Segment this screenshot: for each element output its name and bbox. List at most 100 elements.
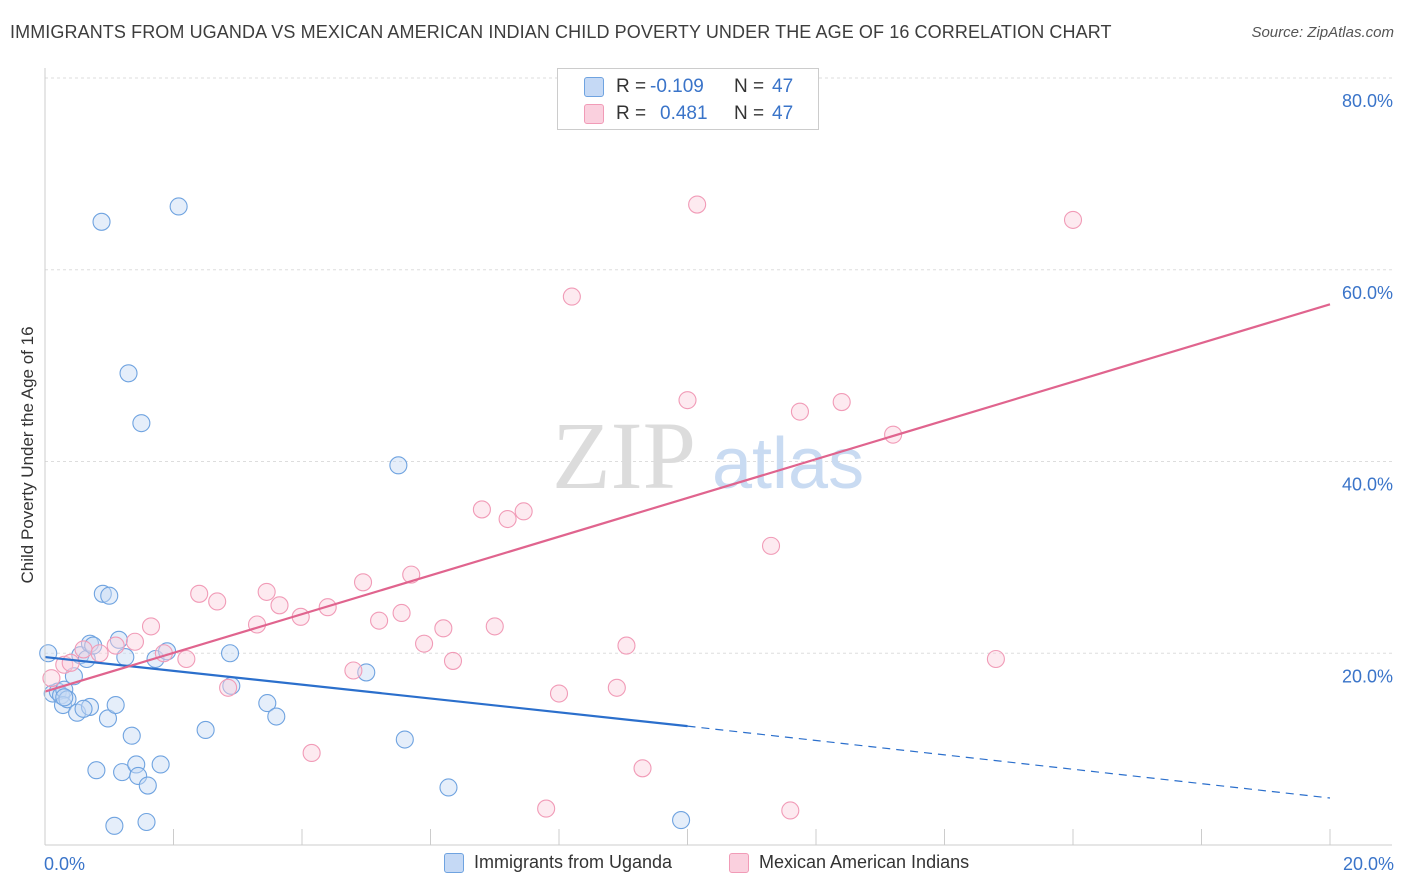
- point-mexican: [633, 759, 652, 778]
- y-tick-label: 60.0%: [1342, 283, 1393, 303]
- y-axis-label: Child Poverty Under the Age of 16: [18, 326, 37, 584]
- point-mexican: [302, 743, 321, 763]
- point-uganda: [39, 644, 58, 663]
- point-mexican: [434, 619, 453, 638]
- point-mexican: [607, 678, 626, 697]
- point-mexican: [537, 799, 556, 818]
- legend-swatch-uganda: [444, 852, 464, 873]
- point-uganda: [258, 694, 277, 713]
- legend-label-mexican: Mexican American Indians: [759, 852, 970, 872]
- point-mexican: [832, 393, 851, 412]
- legend-swatch-uganda: [584, 77, 604, 97]
- legend-swatch-mexican: [729, 852, 749, 873]
- point-uganda: [138, 776, 157, 795]
- series-legend: Immigrants from Uganda Mexican American …: [0, 852, 1406, 878]
- watermark-atlas: atlas: [712, 424, 864, 504]
- point-uganda: [220, 644, 240, 663]
- point-mexican: [257, 582, 276, 601]
- point-mexican: [986, 649, 1005, 669]
- point-uganda: [129, 766, 148, 786]
- point-uganda: [137, 812, 156, 832]
- point-uganda: [87, 761, 106, 780]
- point-uganda: [439, 778, 458, 797]
- point-uganda: [98, 709, 118, 728]
- x-tick-label: 0.0%: [44, 854, 85, 874]
- point-uganda: [132, 414, 151, 433]
- watermark-zip: ZIP: [552, 402, 696, 509]
- point-uganda: [127, 755, 146, 774]
- watermark: ZIP atlas: [552, 402, 864, 509]
- legend-swatch-mexican: [584, 104, 604, 124]
- point-mexican: [353, 573, 373, 592]
- point-uganda: [93, 584, 112, 603]
- point-mexican: [270, 596, 289, 615]
- legend-label-uganda: Immigrants from Uganda: [474, 852, 673, 872]
- legend-r-value-mexican: 0.481: [660, 103, 708, 124]
- point-mexican: [688, 195, 707, 214]
- point-uganda: [196, 720, 215, 740]
- point-mexican: [125, 632, 144, 651]
- point-mexican: [498, 509, 517, 529]
- point-mexican: [761, 536, 781, 555]
- legend-r-value-uganda: -0.109: [650, 76, 704, 97]
- point-mexican: [344, 661, 363, 680]
- point-mexican: [370, 611, 389, 630]
- point-uganda: [105, 816, 124, 835]
- point-mexican: [549, 684, 569, 703]
- point-uganda: [169, 197, 188, 216]
- point-uganda: [267, 707, 286, 726]
- point-mexican: [884, 425, 903, 444]
- point-mexican: [106, 636, 125, 655]
- point-mexican: [208, 592, 227, 611]
- point-mexican: [443, 651, 463, 670]
- point-mexican: [141, 617, 161, 636]
- point-uganda: [109, 630, 128, 649]
- point-uganda: [74, 699, 93, 718]
- y-tick-label: 20.0%: [1342, 666, 1393, 686]
- point-mexican: [617, 636, 636, 655]
- point-mexican: [472, 500, 491, 519]
- y-tick-label: 80.0%: [1342, 91, 1393, 111]
- legend-r-label: R =: [616, 103, 647, 124]
- point-mexican: [392, 603, 411, 623]
- point-uganda: [119, 364, 138, 383]
- legend-n-label: N =: [734, 103, 765, 124]
- point-uganda: [395, 730, 414, 749]
- point-uganda: [122, 726, 141, 745]
- point-uganda: [80, 697, 100, 716]
- x-tick-label: 20.0%: [1343, 854, 1394, 874]
- trend-line-mexican: [44, 303, 1331, 693]
- point-mexican: [74, 640, 93, 659]
- point-mexican: [514, 502, 533, 521]
- chart-title: IMMIGRANTS FROM UGANDA VS MEXICAN AMERIC…: [10, 22, 1112, 42]
- trend-line-uganda-extension: [687, 725, 1331, 799]
- point-uganda: [55, 688, 74, 707]
- point-mexican: [190, 584, 209, 603]
- point-uganda: [672, 811, 691, 830]
- legend-r-label: R =: [616, 76, 647, 97]
- point-mexican: [42, 669, 61, 688]
- point-mexican: [61, 653, 80, 672]
- source-label: Source: ZipAtlas.com: [1251, 24, 1394, 41]
- legend-n-value-mexican: 47: [772, 103, 794, 124]
- point-mexican: [790, 402, 809, 421]
- point-mexican: [485, 617, 504, 636]
- point-mexican: [90, 644, 109, 663]
- point-uganda: [100, 586, 119, 605]
- trend-line-uganda: [44, 655, 688, 728]
- point-mexican: [1063, 210, 1083, 229]
- legend-item-mexican[interactable]: Mexican American Indians: [729, 852, 969, 873]
- point-mexican: [678, 391, 697, 410]
- point-uganda: [92, 212, 111, 231]
- point-uganda: [84, 636, 103, 655]
- point-uganda: [151, 755, 170, 774]
- point-mexican: [562, 287, 581, 306]
- y-tick-label: 40.0%: [1342, 475, 1393, 495]
- point-mexican: [781, 801, 800, 820]
- legend-n-value-uganda: 47: [772, 76, 794, 97]
- legend-item-uganda[interactable]: Immigrants from Uganda: [444, 852, 672, 873]
- point-mexican: [219, 678, 238, 697]
- point-uganda: [58, 690, 77, 709]
- correlation-legend: R = -0.109 N = 47 R = 0.481 N = 47: [557, 68, 819, 130]
